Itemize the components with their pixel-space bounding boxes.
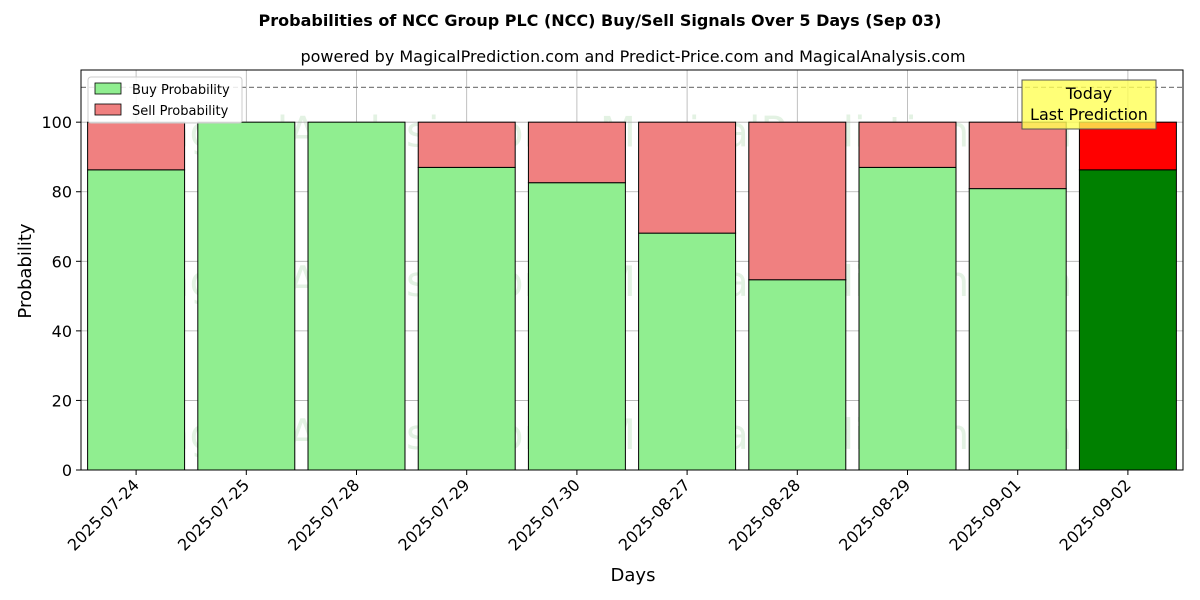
legend-label-sell: Sell Probability [132,104,229,119]
y-tick-label: 60 [52,252,72,271]
sell-bar-2025-08-27 [638,121,737,234]
buy-bar-2025-08-29 [858,166,957,471]
buy-bar-2025-09-01 [968,188,1067,471]
x-tick-label: 2025-07-30 [505,475,584,554]
legend-label-buy: Buy Probability [132,83,230,98]
buy-bar-2025-08-27 [638,232,737,471]
buy-bar-2025-08-28 [748,279,847,471]
x-tick-label: 2025-07-25 [174,475,253,554]
x-tick-label: 2025-09-01 [945,475,1024,554]
x-axis-label: Days [611,565,656,586]
sell-bar-2025-07-29 [417,121,516,168]
sell-bar-2025-07-30 [527,121,626,184]
legend-swatch-sell [94,103,122,116]
x-tick-label: 2025-09-02 [1056,475,1135,554]
x-tick-label: 2025-07-29 [394,475,473,554]
x-tick-label: 2025-08-28 [725,475,804,554]
sell-bar-2025-08-29 [858,121,957,168]
buy-bar-2025-07-30 [527,182,626,471]
x-tick-label: 2025-08-29 [835,475,914,554]
x-tick-label: 2025-08-27 [615,475,694,554]
bars [87,121,1177,471]
today-annotation: Today Last Prediction [1021,79,1157,130]
y-tick-label: 80 [52,183,72,202]
sell-bar-2025-08-28 [748,121,847,281]
legend-box [87,76,243,124]
buy-bar-2025-07-29 [417,166,516,471]
y-tick-label: 40 [52,322,72,341]
x-tick-label: 2025-07-28 [284,475,363,554]
sell-bar-2025-09-02 [1078,121,1177,171]
y-tick-label: 0 [62,461,72,480]
plot-frame [80,69,1184,471]
legend-swatch-buy [94,82,122,95]
buy-bar-2025-07-25 [197,121,296,471]
x-axis: 2025-07-24 2025-07-25 2025-07-28 2025-07-29… [64,470,1135,555]
sell-bar-2025-09-01 [968,121,1067,190]
y-tick-label: 20 [52,391,72,410]
buy-bar-2025-07-24 [87,169,186,471]
annotation-line1: Today [1065,84,1112,103]
annotation-box [1021,79,1157,130]
x-tick-label: 2025-07-24 [64,475,143,554]
chart-subtitle: powered by MagicalPrediction.com and Pre… [300,47,965,66]
y-axis: 0 20 40 60 80 100 [41,113,81,480]
y-tick-label: 100 [41,113,72,132]
chart-title: Probabilities of NCC Group PLC (NCC) Buy… [259,11,942,30]
sell-bar-2025-07-24 [87,121,186,171]
annotation-line2: Last Prediction [1030,105,1148,124]
y-axis-label: Probability [15,223,36,318]
buy-bar-2025-09-02 [1078,169,1177,471]
buy-bar-2025-07-28 [307,121,406,471]
legend: Buy Probability Sell Probability [87,76,243,124]
